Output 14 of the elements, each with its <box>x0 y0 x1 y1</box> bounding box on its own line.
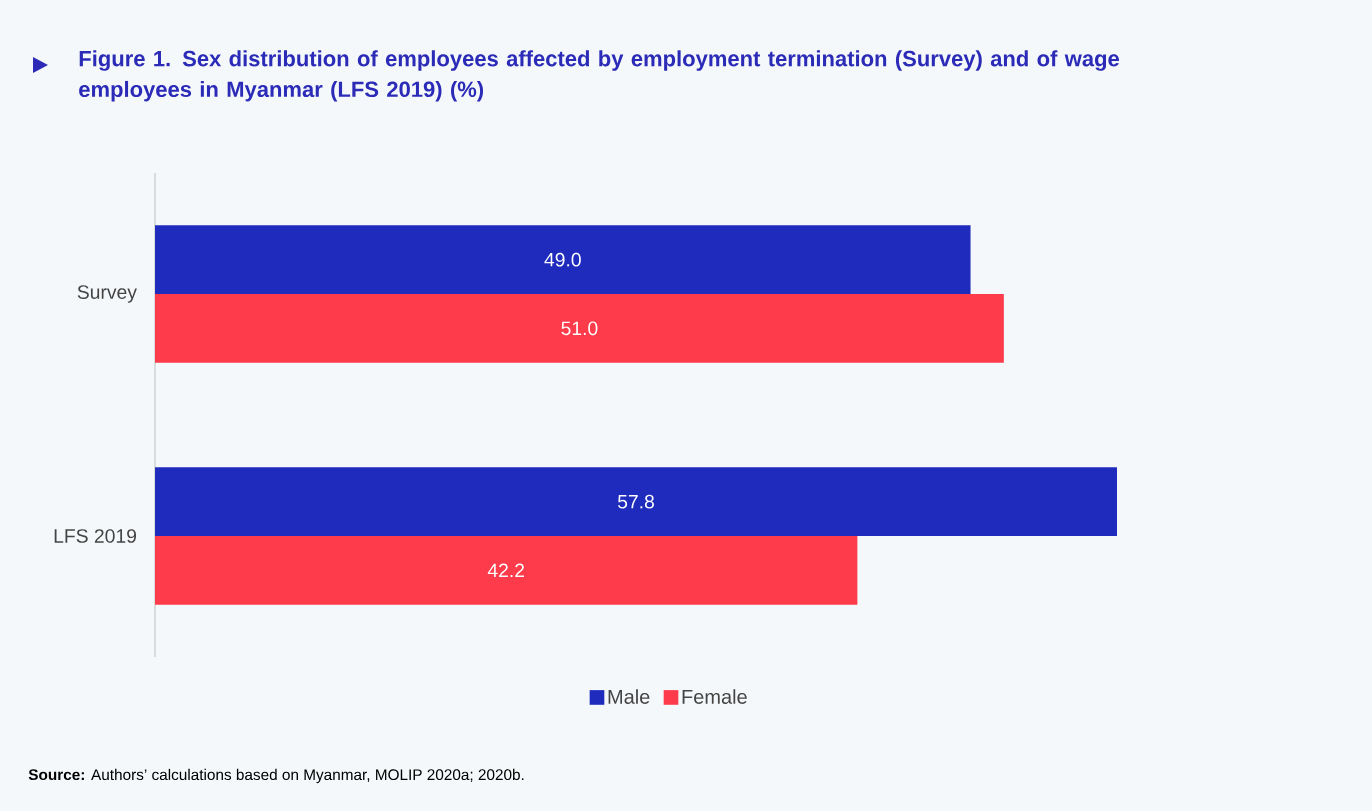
text: Source: Authors’ calculations based on Myanmar, MOLIP 2020a; 2020b. <box>28 768 524 784</box>
data-label: 42.2 <box>487 563 525 578</box>
data-label: 57.8 <box>617 494 654 509</box>
bar <box>155 294 1004 363</box>
bar <box>155 225 971 294</box>
bar <box>155 536 858 605</box>
legend-label: Male <box>608 689 650 704</box>
y-tick-label: Survey <box>77 285 137 303</box>
bar <box>155 467 1117 536</box>
legend-label: Female <box>682 689 747 704</box>
chart-title: Figure 1. Sex distribution of employees affected by employment termination (Survey) and of wage employees in Myanmar (LFS 2019) (%) <box>79 50 1120 102</box>
y-tick-label: LFS 2019 <box>54 529 137 543</box>
data-label: 49.0 <box>544 252 581 267</box>
data-label: 51.0 <box>561 321 598 336</box>
